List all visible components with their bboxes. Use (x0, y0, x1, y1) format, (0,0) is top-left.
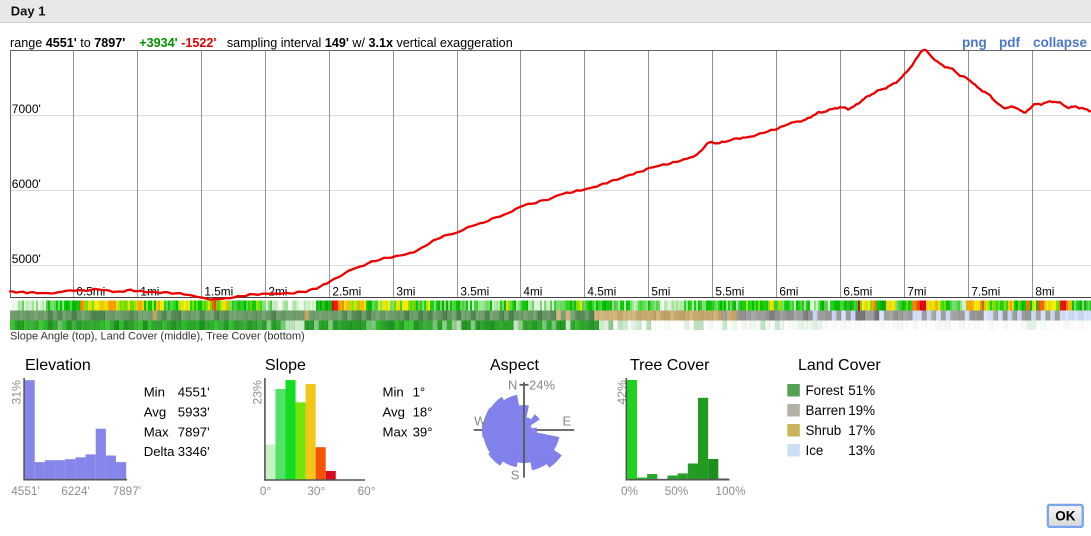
svg-text:31%: 31% (10, 380, 24, 405)
svg-text:pdf: pdf (999, 35, 1020, 50)
svg-text:19%: 19% (848, 403, 875, 418)
svg-text:2.5mi: 2.5mi (332, 285, 361, 299)
svg-text:39°: 39° (413, 424, 433, 439)
svg-text:51%: 51% (848, 383, 875, 398)
svg-text:1.5mi: 1.5mi (204, 285, 233, 299)
svg-text:7.5mi: 7.5mi (971, 285, 1000, 299)
svg-text:5.5mi: 5.5mi (715, 285, 744, 299)
svg-text:collapse: collapse (1033, 35, 1088, 50)
svg-text:6224': 6224' (61, 484, 90, 498)
svg-text:2mi: 2mi (268, 285, 287, 299)
svg-text:30°: 30° (307, 484, 325, 498)
svg-text:5000': 5000' (12, 252, 41, 266)
svg-text:4551': 4551' (178, 385, 210, 400)
svg-text:4.5mi: 4.5mi (587, 285, 616, 299)
svg-text:6000': 6000' (12, 177, 41, 191)
svg-text:E: E (562, 413, 571, 428)
svg-text:Ice: Ice (806, 443, 824, 458)
svg-text:Slope: Slope (265, 357, 306, 374)
svg-text:Land Cover: Land Cover (798, 357, 881, 374)
svg-text:7897': 7897' (178, 424, 210, 439)
svg-text:60°: 60° (358, 484, 376, 498)
svg-text:Aspect: Aspect (490, 357, 539, 374)
svg-text:png: png (962, 35, 987, 50)
svg-text:Day 1: Day 1 (11, 4, 46, 19)
svg-text:100%: 100% (715, 484, 746, 498)
svg-text:7000': 7000' (12, 102, 41, 116)
svg-text:5933': 5933' (178, 405, 210, 420)
svg-text:Avg: Avg (144, 405, 167, 420)
svg-text:13%: 13% (848, 443, 875, 458)
svg-text:3mi: 3mi (396, 285, 415, 299)
svg-text:18°: 18° (413, 405, 433, 420)
svg-text:3.5mi: 3.5mi (460, 285, 489, 299)
svg-text:Max: Max (144, 424, 169, 439)
svg-text:7mi: 7mi (907, 285, 926, 299)
svg-text:0%: 0% (621, 484, 639, 498)
svg-text:Elevation: Elevation (25, 357, 91, 374)
svg-text:50%: 50% (665, 484, 689, 498)
svg-text:Tree Cover: Tree Cover (630, 357, 710, 374)
svg-text:Min: Min (144, 385, 165, 400)
svg-text:1°: 1° (413, 385, 426, 400)
svg-text:range 4551' to 7897' +3934': range 4551' to 7897' +3934' -1522' sampl… (10, 36, 513, 50)
svg-text:7897': 7897' (113, 484, 142, 498)
svg-text:Max: Max (383, 424, 408, 439)
svg-text:6.5mi: 6.5mi (843, 285, 872, 299)
svg-text:4551': 4551' (11, 484, 40, 498)
svg-text:3346': 3346' (178, 444, 210, 459)
svg-text:OK: OK (1055, 509, 1076, 524)
svg-text:Delta: Delta (144, 444, 175, 459)
svg-text:4mi: 4mi (523, 285, 542, 299)
svg-text:Barren: Barren (806, 403, 846, 418)
svg-text:5mi: 5mi (651, 285, 670, 299)
svg-text:W: W (474, 413, 487, 428)
svg-text:Slope Angle (top), Land Cover: Slope Angle (top), Land Cover (middle), … (10, 331, 305, 343)
svg-text:Shrub: Shrub (806, 423, 842, 438)
svg-text:N: N (508, 378, 517, 393)
svg-text:0°: 0° (260, 484, 272, 498)
svg-text:6mi: 6mi (779, 285, 798, 299)
svg-text:S: S (511, 468, 520, 483)
svg-text:23%: 23% (251, 380, 265, 405)
svg-text:Min: Min (383, 385, 404, 400)
svg-text:Forest: Forest (806, 383, 844, 398)
svg-text:17%: 17% (848, 423, 875, 438)
svg-text:0.5mi: 0.5mi (76, 285, 105, 299)
svg-text:24%: 24% (529, 378, 555, 393)
svg-text:Avg: Avg (383, 405, 406, 420)
svg-text:8mi: 8mi (1035, 285, 1054, 299)
